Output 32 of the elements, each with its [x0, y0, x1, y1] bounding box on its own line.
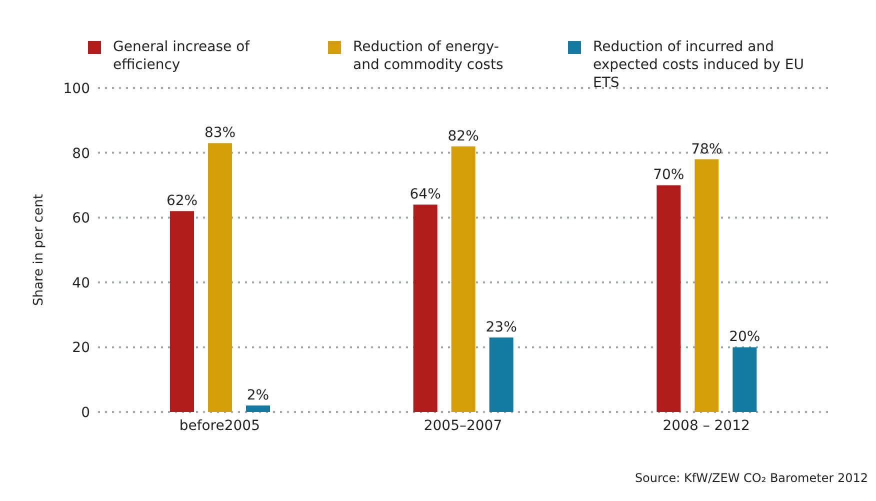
legend-label: Reduction of energy- and commodity costs — [353, 38, 504, 74]
y-tick-label: 100 — [63, 80, 90, 97]
data-label: 2% — [246, 388, 270, 404]
legend-label: General increase of efficiency — [113, 38, 251, 74]
y-tick-label: 20 — [72, 340, 90, 356]
data-label: 83% — [204, 125, 236, 142]
legend-label: Reduction of incurred and expected costs induced by EU ETS — [593, 38, 805, 92]
data-label: 62% — [166, 193, 198, 210]
bar — [489, 337, 514, 412]
bar — [246, 406, 270, 412]
data-label: 64% — [410, 186, 441, 203]
bar — [732, 347, 757, 412]
bar — [413, 204, 438, 412]
bar — [694, 159, 719, 412]
y-tick-label: 60 — [72, 210, 90, 227]
data-label: 20% — [729, 329, 760, 346]
bar — [170, 211, 194, 412]
y-tick-label: 40 — [72, 275, 90, 292]
x-tick-label: 2005–2007 — [424, 418, 502, 434]
bar — [451, 146, 476, 412]
y-tick-label: 80 — [72, 146, 90, 162]
y-tick-label: 0 — [81, 404, 90, 421]
x-tick-label: 2008 – 2012 — [662, 418, 750, 434]
data-label: 23% — [486, 319, 517, 336]
data-label: 78% — [691, 141, 722, 158]
data-label: 70% — [653, 167, 684, 184]
bar — [656, 185, 681, 412]
y-axis-title: Share in per cent — [32, 194, 47, 306]
data-label: 82% — [448, 128, 479, 144]
x-tick-label: before2005 — [179, 418, 260, 434]
source-note: Source: KfW/ZEW CO₂ Barometer 2012 — [634, 471, 868, 485]
bar — [208, 143, 232, 412]
